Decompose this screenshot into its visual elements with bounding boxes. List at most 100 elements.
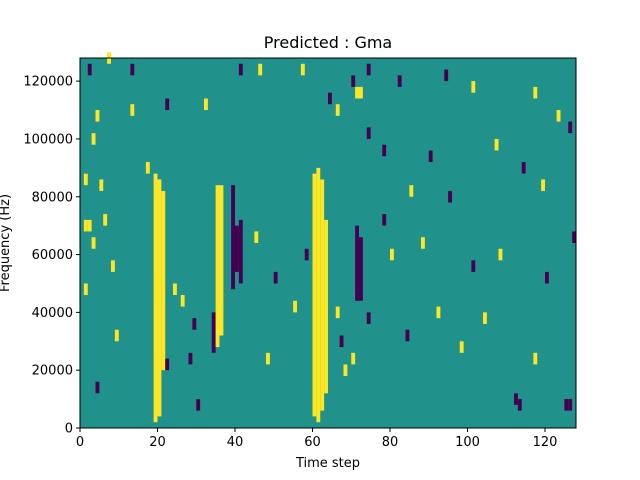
heatmap-cell-high	[359, 86, 363, 99]
heatmap-band-low	[238, 219, 243, 284]
y-tick-label: 60000	[32, 248, 73, 263]
y-tick-label: 80000	[32, 190, 73, 205]
heatmap-cell-high	[180, 295, 185, 307]
heatmap-cell-high	[556, 110, 561, 122]
heatmap-cell-low	[448, 190, 452, 203]
heatmap-cell-high	[83, 173, 88, 186]
heatmap-cell-high	[471, 81, 476, 93]
heatmap-cell-low	[366, 127, 371, 139]
heatmap-cell-high	[459, 341, 464, 353]
heatmap-cell-low	[568, 121, 573, 134]
heatmap-cell-high	[533, 86, 538, 99]
heatmap-band-low	[355, 225, 359, 301]
heatmap-cell-high	[130, 104, 135, 116]
heatmap-cell-high	[83, 283, 88, 296]
heatmap-band-high	[320, 179, 325, 411]
heatmap-cell-high	[533, 352, 538, 365]
x-tick-label: 60	[304, 435, 321, 450]
heatmap-band-low	[359, 237, 363, 301]
heatmap-cell-low	[382, 144, 387, 157]
heatmap-cell-high	[335, 306, 340, 319]
heatmap-cell-low	[130, 63, 135, 76]
heatmap-cell-low	[95, 381, 100, 394]
heatmap-cell-high	[498, 248, 503, 261]
y-tick-label: 100000	[23, 132, 73, 147]
heatmap-cells	[83, 52, 576, 423]
heatmap-cell-high	[91, 237, 96, 249]
y-tick-label: 0	[65, 422, 73, 437]
heatmap-cell-low	[564, 399, 569, 411]
y-axis-label: Frequency (Hz)	[0, 194, 13, 292]
heatmap-cell-low	[545, 271, 549, 284]
heatmap-band-high	[161, 190, 166, 371]
heatmap-cell-high	[87, 219, 92, 232]
heatmap-cell-high	[254, 231, 259, 243]
heatmap-cell-low	[428, 150, 433, 163]
heatmap-cell-high	[103, 214, 108, 226]
heatmap-band-high	[219, 185, 224, 336]
heatmap-cell-low	[568, 399, 573, 411]
heatmap-cell-low	[405, 329, 410, 342]
plot-area	[79, 52, 577, 429]
heatmap-cell-low	[444, 69, 449, 82]
y-tick-label: 20000	[32, 364, 73, 379]
heatmap-cell-low	[165, 98, 170, 111]
heatmap-cell-low	[304, 248, 309, 261]
heatmap-cell-low	[192, 318, 197, 330]
y-tick-label: 120000	[23, 75, 73, 90]
heatmap-band-high	[153, 173, 158, 423]
heatmap-band-high	[215, 185, 220, 348]
heatmap-cell-low	[366, 63, 371, 76]
heatmap-cell-high	[173, 283, 177, 296]
heatmap-band-high	[312, 173, 317, 417]
heatmap-band-high	[157, 179, 162, 417]
heatmap-cell-high	[204, 98, 208, 111]
chart-title: Predicted : Gma	[264, 33, 392, 52]
heatmap-cell-high	[266, 352, 270, 365]
heatmap-cell-high	[258, 63, 263, 76]
heatmap-cell-high	[494, 138, 499, 151]
heatmap-cell-low	[382, 214, 387, 226]
heatmap-cell-high	[83, 219, 88, 232]
x-tick-label: 20	[149, 435, 166, 450]
y-tick-label: 40000	[32, 306, 73, 321]
heatmap-cell-high	[99, 179, 104, 191]
x-tick-label: 80	[382, 435, 399, 450]
heatmap-cell-low	[339, 335, 344, 348]
heatmap-cell-low	[517, 399, 522, 411]
heatmap-band-high	[316, 167, 321, 423]
heatmap-cell-high	[293, 300, 297, 313]
x-tick-label: 0	[76, 435, 84, 450]
heatmap-cell-low	[572, 231, 576, 243]
heatmap-cell-low	[165, 358, 170, 371]
heatmap-cell-high	[355, 86, 359, 99]
heatmap-band-low	[235, 225, 239, 272]
heatmap-cell-low	[471, 260, 476, 272]
x-axis-label: Time step	[295, 456, 360, 471]
x-tick-label: 40	[227, 435, 244, 450]
heatmap-cell-high	[111, 260, 115, 272]
heatmap-cell-high	[95, 110, 100, 122]
heatmap-cell-high	[351, 352, 356, 365]
heatmap-cell-low	[273, 271, 278, 284]
heatmap-cell-low	[196, 399, 201, 411]
heatmap-cell-high	[335, 104, 340, 116]
heatmap-cell-high	[483, 312, 487, 324]
heatmap-cell-high	[343, 364, 348, 376]
x-tick-label: 120	[533, 435, 558, 450]
heatmap-cell-high	[541, 179, 545, 191]
plot-frame	[79, 57, 577, 429]
heatmap-band-high	[324, 219, 328, 394]
heatmap-cell-low	[328, 92, 332, 105]
heatmap-cell-low	[366, 312, 371, 324]
heatmap-cell-high	[114, 329, 119, 342]
x-tick-label: 100	[455, 435, 480, 450]
heatmap-cell-low	[521, 162, 526, 174]
heatmap-cell-high	[390, 248, 394, 261]
heatmap-cell-high	[145, 162, 150, 174]
heatmap-cell-low	[397, 75, 402, 87]
heatmap-cell-low	[238, 63, 243, 76]
heatmap-band-low	[211, 312, 216, 353]
y-axis: 0 20000 40000 60000 80000 100000 120000	[23, 75, 80, 437]
